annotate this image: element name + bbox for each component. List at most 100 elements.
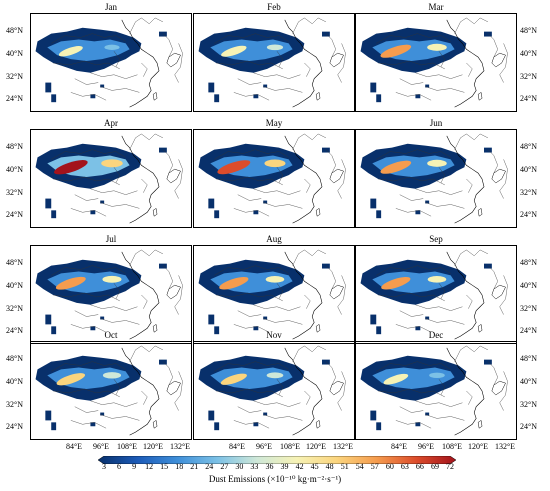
dust-patch bbox=[208, 198, 215, 209]
dust-patch bbox=[51, 94, 57, 103]
panel-title-apr: Apr bbox=[104, 118, 118, 128]
province-border bbox=[399, 78, 424, 85]
province-border bbox=[70, 208, 107, 217]
province-border bbox=[292, 133, 327, 150]
dust-patch bbox=[484, 263, 492, 269]
lon-label: 132°E bbox=[169, 442, 191, 451]
dust-core-east bbox=[429, 372, 445, 379]
island-outline bbox=[477, 419, 483, 429]
province-border bbox=[304, 178, 311, 193]
province-border bbox=[233, 420, 270, 429]
province-border bbox=[253, 304, 301, 311]
province-border bbox=[454, 17, 489, 34]
lon-label: 108°E bbox=[279, 442, 301, 451]
dust-patch bbox=[159, 31, 167, 37]
province-border bbox=[113, 51, 121, 67]
province-border bbox=[438, 283, 446, 299]
province-border bbox=[438, 379, 446, 395]
province-border bbox=[233, 324, 270, 333]
province-border bbox=[454, 249, 489, 266]
colorbar-tick-label: 15 bbox=[160, 462, 169, 471]
colorbar-tick-label: 60 bbox=[385, 462, 394, 471]
lat-label: 32°N bbox=[6, 72, 23, 81]
dust-core-east bbox=[427, 275, 447, 283]
panel-title-feb: Feb bbox=[267, 2, 281, 12]
map-panel-apr bbox=[30, 129, 192, 228]
island-outline bbox=[152, 419, 158, 429]
dust-core-east bbox=[104, 44, 120, 50]
dust-core-west bbox=[217, 160, 251, 175]
dust-core-west bbox=[220, 373, 247, 385]
lat-label: 48°N bbox=[520, 258, 537, 267]
province-border bbox=[378, 60, 445, 70]
province-border bbox=[51, 265, 126, 276]
province-border bbox=[399, 194, 424, 201]
map-panel-aug bbox=[193, 245, 355, 344]
lat-label: 48°N bbox=[6, 354, 23, 363]
dust-patch bbox=[208, 314, 215, 325]
lat-label: 48°N bbox=[520, 142, 537, 151]
map-panel-oct bbox=[30, 341, 192, 440]
colorbar-tick-label: 57 bbox=[370, 462, 379, 471]
panel-title-dec: Dec bbox=[428, 330, 444, 340]
province-border bbox=[70, 420, 107, 429]
province-border bbox=[292, 17, 327, 34]
dust-patch bbox=[415, 326, 421, 331]
dust-core-west bbox=[380, 44, 412, 58]
coastline bbox=[121, 19, 160, 108]
map-panel-nov bbox=[193, 341, 355, 440]
province-border bbox=[415, 188, 463, 195]
island-outline bbox=[152, 323, 158, 333]
province-border bbox=[487, 361, 498, 386]
lat-label: 40°N bbox=[520, 377, 537, 386]
island-outline bbox=[315, 323, 321, 333]
province-border bbox=[233, 208, 270, 217]
dust-patch bbox=[322, 147, 330, 153]
province-border bbox=[337, 275, 346, 315]
province-border bbox=[129, 249, 164, 266]
coastline bbox=[446, 251, 485, 340]
dust-patch bbox=[415, 94, 421, 99]
dust-patch bbox=[214, 210, 220, 219]
province-border bbox=[425, 414, 465, 421]
lat-label: 48°N bbox=[520, 26, 537, 35]
province-border bbox=[304, 294, 311, 309]
dust-patch bbox=[425, 84, 430, 88]
lon-label: 120°E bbox=[467, 442, 489, 451]
colorbar-tick-label: 66 bbox=[415, 462, 424, 471]
coastline bbox=[284, 19, 323, 108]
lon-label: 120°E bbox=[142, 442, 164, 451]
colorbar-tick-label: 27 bbox=[220, 462, 229, 471]
province-border bbox=[100, 86, 140, 93]
province-border bbox=[100, 414, 140, 421]
dust-core-east bbox=[264, 159, 286, 168]
province-border bbox=[174, 43, 183, 83]
dust-core-west bbox=[58, 46, 83, 57]
colorbar-tick-label: 30 bbox=[235, 462, 244, 471]
coastline bbox=[446, 135, 485, 224]
dust-patch bbox=[100, 316, 105, 320]
lat-label: 24°N bbox=[520, 422, 537, 431]
lon-label: 96°E bbox=[255, 442, 273, 451]
province-border bbox=[438, 51, 446, 67]
dust-patch bbox=[45, 82, 52, 93]
island-outline bbox=[315, 91, 321, 101]
dust-core-east bbox=[427, 159, 447, 167]
province-border bbox=[100, 202, 140, 209]
colorbar-tick-label: 63 bbox=[400, 462, 409, 471]
lat-label: 40°N bbox=[6, 281, 23, 290]
lat-label: 32°N bbox=[6, 188, 23, 197]
province-border bbox=[378, 388, 445, 398]
dust-core-east bbox=[265, 275, 285, 283]
province-border bbox=[174, 371, 183, 411]
colorbar-tick-label: 33 bbox=[250, 462, 259, 471]
dust-patch bbox=[45, 410, 52, 421]
dust-patch bbox=[484, 147, 492, 153]
dust-patch bbox=[322, 359, 330, 365]
province-border bbox=[292, 249, 327, 266]
lat-label: 32°N bbox=[520, 304, 537, 313]
dust-patch bbox=[253, 422, 259, 427]
province-border bbox=[376, 149, 451, 160]
island-outline bbox=[329, 284, 344, 300]
province-border bbox=[113, 283, 121, 299]
